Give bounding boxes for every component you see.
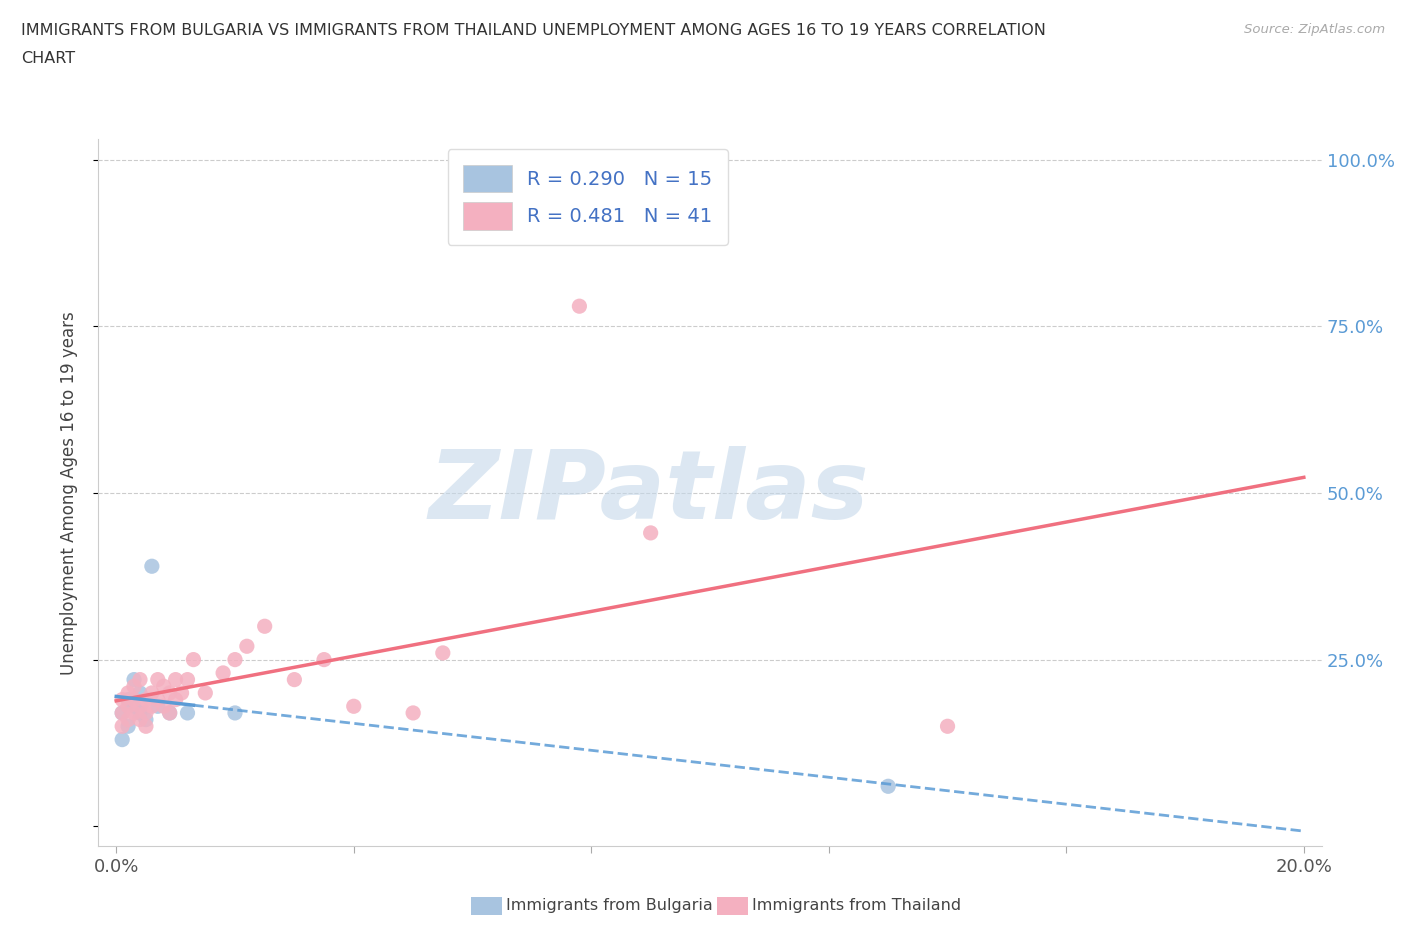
Point (159, 706, 181, 721)
Point (141, 685, 163, 700)
Point (122, 706, 145, 721)
Point (253, 618, 276, 633)
Point (170, 685, 193, 700)
Point (568, 299, 591, 313)
Text: CHART: CHART (21, 51, 75, 66)
Point (122, 672, 145, 687)
Point (432, 645, 454, 660)
Text: Immigrants from Bulgaria: Immigrants from Bulgaria (506, 898, 713, 913)
Point (236, 639, 259, 654)
Point (146, 698, 169, 713)
Point (117, 685, 139, 700)
Point (117, 712, 139, 727)
Point (135, 719, 157, 734)
Point (640, 525, 662, 540)
Point (402, 706, 425, 721)
Point (129, 672, 152, 687)
Point (135, 692, 157, 707)
Point (212, 666, 235, 681)
Legend: R = 0.290   N = 15, R = 0.481   N = 41: R = 0.290 N = 15, R = 0.481 N = 41 (447, 149, 728, 246)
Point (117, 698, 139, 713)
Point (312, 652, 335, 667)
Point (111, 732, 134, 747)
Point (111, 692, 134, 707)
Point (141, 559, 163, 574)
Text: IMMIGRANTS FROM BULGARIA VS IMMIGRANTS FROM THAILAND UNEMPLOYMENT AMONG AGES 16 : IMMIGRANTS FROM BULGARIA VS IMMIGRANTS F… (21, 23, 1046, 38)
Point (224, 706, 246, 721)
Point (146, 672, 169, 687)
Point (152, 679, 174, 694)
Point (283, 672, 305, 687)
Point (176, 706, 198, 721)
Point (122, 698, 145, 713)
Y-axis label: Unemployment Among Ages 16 to 19 years: Unemployment Among Ages 16 to 19 years (59, 311, 77, 675)
Point (936, 719, 959, 734)
Point (122, 679, 145, 694)
Point (165, 692, 187, 707)
Point (111, 706, 134, 721)
Point (135, 706, 157, 721)
Point (111, 706, 134, 721)
Point (122, 692, 145, 707)
Point (343, 698, 366, 713)
Point (141, 698, 163, 713)
Point (159, 685, 181, 700)
Point (129, 698, 152, 713)
Point (152, 698, 174, 713)
Point (146, 692, 169, 707)
Point (117, 719, 139, 734)
Point (135, 712, 157, 727)
Text: Source: ZipAtlas.com: Source: ZipAtlas.com (1244, 23, 1385, 36)
Point (176, 672, 198, 687)
Point (117, 692, 139, 707)
Point (129, 706, 152, 721)
Text: ZIPatlas: ZIPatlas (429, 446, 869, 539)
Point (111, 719, 134, 734)
Point (224, 652, 246, 667)
Point (129, 712, 152, 727)
Point (877, 778, 900, 793)
Text: Immigrants from Thailand: Immigrants from Thailand (752, 898, 962, 913)
Point (183, 652, 205, 667)
Point (129, 685, 152, 700)
Point (165, 672, 187, 687)
Point (194, 685, 217, 700)
Point (159, 706, 181, 721)
